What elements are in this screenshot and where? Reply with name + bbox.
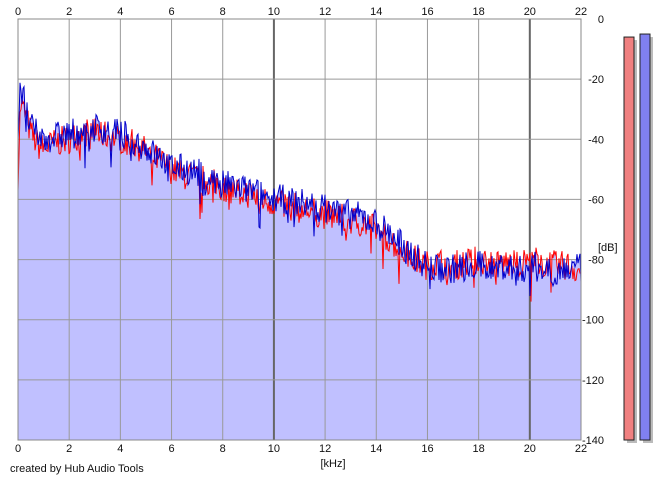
y-tick-label: -20	[588, 74, 604, 86]
spectrum-area	[18, 82, 581, 441]
x-tick-label-bottom: 6	[168, 443, 174, 455]
x-tick-label-top: 20	[524, 6, 536, 18]
x-tick-label-top: 0	[15, 6, 21, 18]
x-tick-label-bottom: 22	[575, 443, 587, 455]
y-tick-label: 0	[598, 14, 604, 26]
y-axis-label: [dB]	[598, 242, 618, 254]
x-tick-label-bottom: 2	[66, 443, 72, 455]
x-tick-label-top: 12	[319, 6, 331, 18]
x-tick-label-bottom: 8	[220, 443, 226, 455]
x-tick-label-top: 22	[575, 6, 587, 18]
spectrum-fill	[18, 82, 581, 441]
plot-frame	[17, 18, 582, 441]
x-tick-label-bottom: 14	[370, 443, 382, 455]
x-tick-label-bottom: 0	[15, 443, 21, 455]
x-tick-label-bottom: 4	[117, 443, 123, 455]
x-tick-label-top: 10	[268, 6, 280, 18]
credit-text: created by Hub Audio Tools	[10, 463, 144, 475]
x-axis-label: [kHz]	[320, 458, 345, 470]
series-right-line	[17, 82, 582, 297]
level-meters	[623, 33, 653, 444]
x-tick-label-top: 4	[117, 6, 123, 18]
x-tick-label-top: 14	[370, 6, 382, 18]
level-meter-bar	[639, 33, 651, 441]
y-tick-label: -100	[582, 315, 604, 327]
y-tick-label: -80	[588, 255, 604, 267]
x-tick-label-bottom: 18	[473, 443, 485, 455]
x-tick-labels-top: 0 2 4 6 8 10 12 14 16 18 20 22	[15, 6, 587, 18]
x-tick-label-bottom: 10	[268, 443, 280, 455]
y-tick-label: -140	[582, 435, 604, 447]
level-meter-bar	[623, 36, 635, 441]
x-tick-label-bottom: 12	[319, 443, 331, 455]
x-tick-label-top: 6	[168, 6, 174, 18]
series-group	[17, 82, 582, 302]
x-tick-labels-bottom: 0 2 4 6 8 10 12 14 16 18 20 22	[15, 443, 587, 455]
y-tick-label: -40	[588, 134, 604, 146]
x-tick-label-top: 2	[66, 6, 72, 18]
x-tick-label-bottom: 20	[524, 443, 536, 455]
x-tick-label-top: 16	[421, 6, 433, 18]
x-tick-label-top: 8	[220, 6, 226, 18]
x-tick-label-top: 18	[473, 6, 485, 18]
y-tick-label: -120	[582, 375, 604, 387]
y-tick-labels: 0 -20 -40 -60 -80 -100 -120 -140	[582, 14, 604, 447]
x-tick-label-bottom: 16	[421, 443, 433, 455]
y-tick-label: -60	[588, 194, 604, 206]
